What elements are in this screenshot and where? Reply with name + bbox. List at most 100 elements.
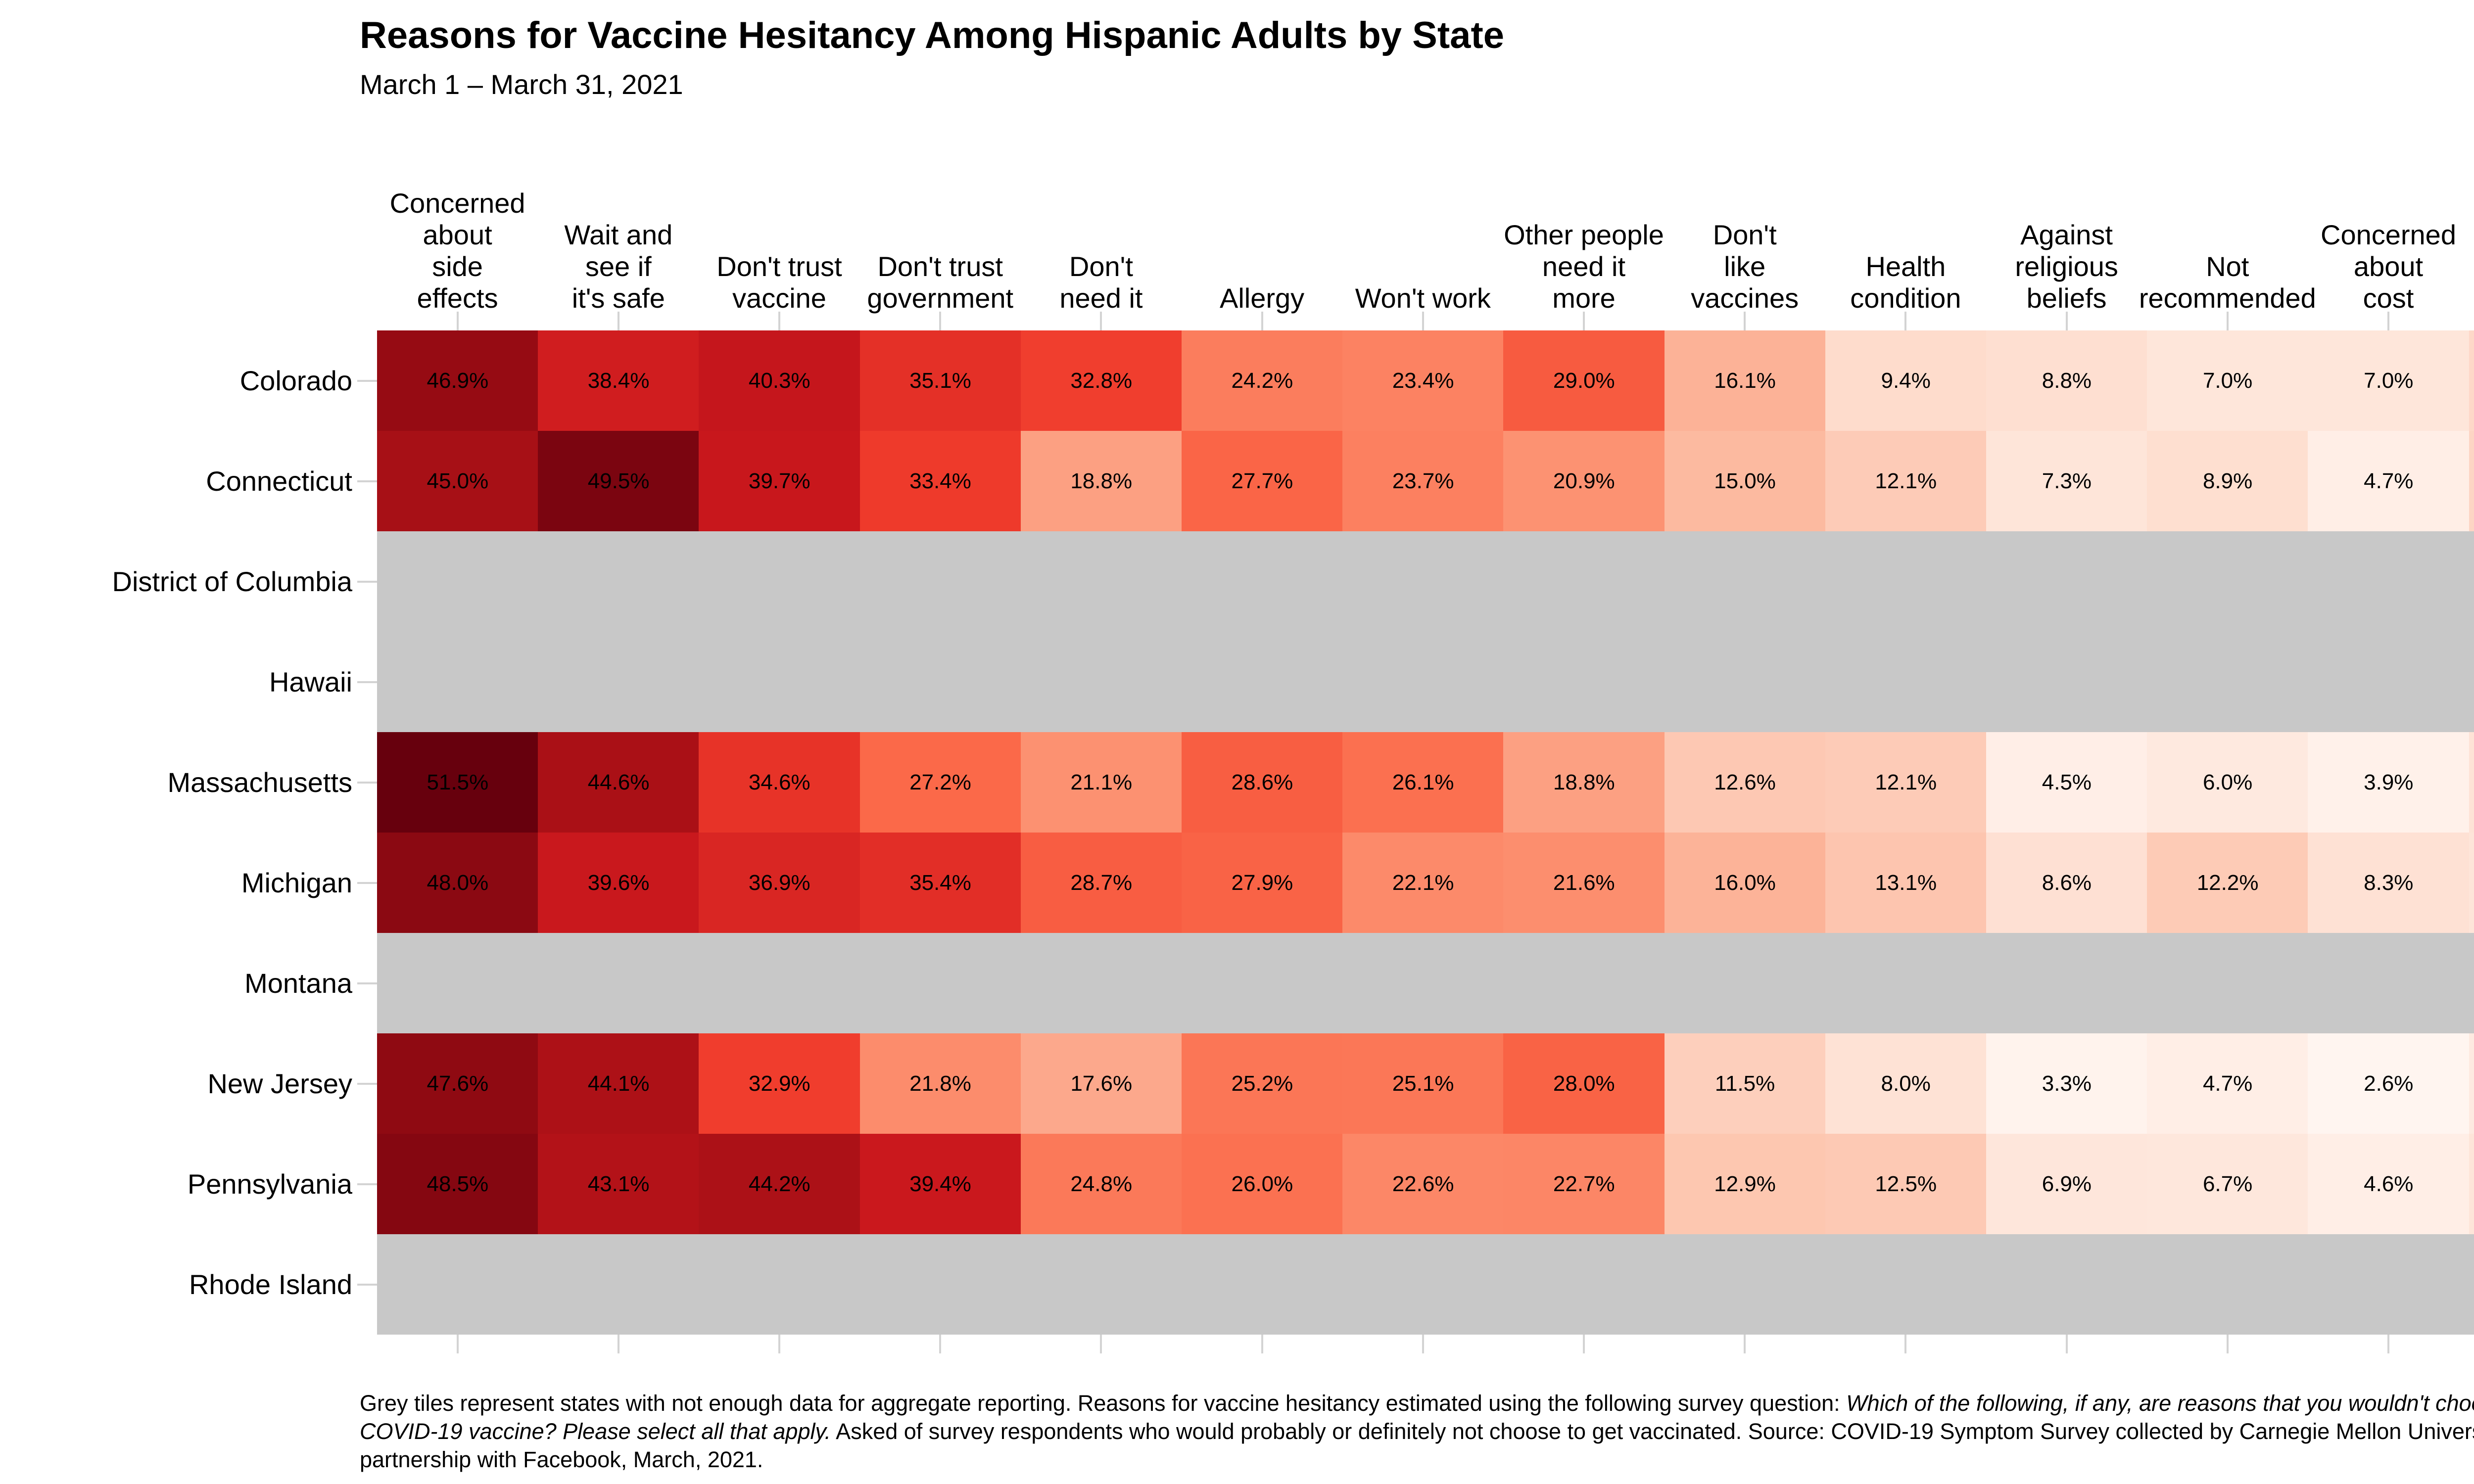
column-header: Concerned about cost xyxy=(2321,219,2456,314)
heatmap-cell: 18.8% xyxy=(1020,431,1182,531)
row-label: Hawaii xyxy=(269,666,352,697)
heatmap-cell: 44.6% xyxy=(538,732,699,833)
heatmap-cell: 8.6% xyxy=(1986,833,2147,933)
axis-tick-left xyxy=(357,1082,377,1085)
row-label: Rhode Island xyxy=(189,1269,352,1300)
axis-tick-bottom xyxy=(1261,1335,1263,1353)
heatmap-cell: 15.0% xyxy=(1664,431,1826,531)
axis-tick-bottom xyxy=(1100,1335,1102,1353)
heatmap-cell: 12.1% xyxy=(1825,431,1987,531)
axis-tick-top xyxy=(2065,312,2068,330)
axis-tick-left xyxy=(357,781,377,784)
heatmap-cell: 29.0% xyxy=(1503,330,1665,431)
axis-tick-top xyxy=(1583,312,1585,330)
column-header: Against religious beliefs xyxy=(2015,219,2118,314)
axis-tick-left xyxy=(357,681,377,683)
heatmap-cell: 7.0% xyxy=(2147,330,2308,431)
heatmap-cell: 40.3% xyxy=(699,330,860,431)
heatmap-cell: 23.7% xyxy=(1342,431,1504,531)
heatmap-cell: 28.6% xyxy=(1182,732,1343,833)
column-header: Don't like vaccines xyxy=(1691,219,1799,314)
heatmap-cell: 44.1% xyxy=(538,1033,699,1134)
column-header: Concerned about side effects xyxy=(389,187,525,314)
axis-tick-bottom xyxy=(2226,1335,2229,1353)
heatmap-cell: 8.3% xyxy=(2308,833,2470,933)
heatmap-cell: 17.6% xyxy=(1020,1033,1182,1134)
heatmap-cell: 7.8% xyxy=(2469,732,2474,833)
axis-tick-bottom xyxy=(1744,1335,1746,1353)
heatmap-cell: 51.5% xyxy=(377,732,538,833)
column-header: Don't trust government xyxy=(867,251,1014,314)
axis-tick-bottom xyxy=(939,1335,942,1353)
heatmap-cell: 20.9% xyxy=(1503,431,1665,531)
row-label: Massachusetts xyxy=(167,767,353,798)
heatmap-cell: 27.9% xyxy=(1182,833,1343,933)
heatmap-cell: 10.5% xyxy=(2469,431,2474,531)
heatmap-cell: 12.6% xyxy=(1664,732,1826,833)
heatmap-cell: 36.9% xyxy=(699,833,860,933)
missing-data-row xyxy=(377,531,2474,632)
heatmap-cell: 33.4% xyxy=(859,431,1021,531)
axis-tick-top xyxy=(939,312,942,330)
row-label: District of Columbia xyxy=(112,566,352,597)
heatmap-cell: 4.7% xyxy=(2147,1033,2308,1134)
axis-tick-left xyxy=(357,480,377,482)
column-header: Allergy xyxy=(1220,282,1305,314)
axis-tick-top xyxy=(1744,312,1746,330)
row-label: Connecticut xyxy=(206,465,352,497)
heatmap-cell: 6.7% xyxy=(2147,1134,2308,1234)
heatmap-cell: 26.1% xyxy=(1342,732,1504,833)
axis-tick-top xyxy=(778,312,780,330)
heatmap-cell: 12.9% xyxy=(1664,1134,1826,1234)
heatmap-cell: 7.0% xyxy=(2308,330,2470,431)
heatmap-cell: 28.7% xyxy=(1020,833,1182,933)
heatmap-cell: 12.1% xyxy=(1825,732,1987,833)
column-header: Won't work xyxy=(1355,282,1491,314)
missing-data-row xyxy=(377,933,2474,1033)
heatmap-cell: 24.8% xyxy=(1020,1134,1182,1234)
axis-tick-bottom xyxy=(2065,1335,2068,1353)
heatmap-cell: 48.0% xyxy=(377,833,538,933)
axis-tick-top xyxy=(1422,312,1424,330)
heatmap-cell: 25.1% xyxy=(1342,1033,1504,1134)
heatmap-cell: 8.8% xyxy=(1986,330,2147,431)
column-header: Other people need it more xyxy=(1504,219,1664,314)
heatmap-cell: 3.3% xyxy=(1986,1033,2147,1134)
heatmap-cell: 46.9% xyxy=(377,330,538,431)
axis-tick-top xyxy=(2226,312,2229,330)
page-title: Reasons for Vaccine Hesitancy Among Hisp… xyxy=(360,14,1505,56)
heatmap-cell: 22.6% xyxy=(1342,1134,1504,1234)
heatmap-cell: 32.9% xyxy=(699,1033,860,1134)
heatmap-cell: 39.6% xyxy=(538,833,699,933)
heatmap-cell: 21.8% xyxy=(859,1033,1021,1134)
heatmap-cell: 8.9% xyxy=(2147,431,2308,531)
row-label: Montana xyxy=(244,968,352,999)
axis-tick-left xyxy=(357,580,377,583)
axis-tick-left xyxy=(357,1283,377,1286)
heatmap-cell: 9.4% xyxy=(1825,330,1987,431)
row-label: Michigan xyxy=(241,867,352,898)
axis-tick-bottom xyxy=(617,1335,619,1353)
heatmap-cell: 49.5% xyxy=(538,431,699,531)
heatmap-cell: 38.4% xyxy=(538,330,699,431)
heatmap-cell: 35.1% xyxy=(859,330,1021,431)
axis-tick-bottom xyxy=(1422,1335,1424,1353)
axis-tick-top xyxy=(1904,312,1907,330)
heatmap-cell: 21.1% xyxy=(1020,732,1182,833)
axis-tick-bottom xyxy=(778,1335,780,1353)
column-header: Not recommended xyxy=(2139,251,2316,314)
axis-tick-left xyxy=(357,379,377,382)
heatmap-cell: 34.6% xyxy=(699,732,860,833)
axis-tick-top xyxy=(456,312,459,330)
footnote-text-1: Grey tiles represent states with not eno… xyxy=(360,1391,1847,1416)
axis-tick-bottom xyxy=(456,1335,459,1353)
heatmap-cell: 39.4% xyxy=(859,1134,1021,1234)
axis-tick-bottom xyxy=(1583,1335,1585,1353)
heatmap-cell: 12.2% xyxy=(2147,833,2308,933)
heatmap-cell: 26.0% xyxy=(1182,1134,1343,1234)
heatmap-cell: 25.2% xyxy=(1182,1033,1343,1134)
footnote-survey-question: Which of the following, if any, are reas… xyxy=(360,1391,2474,1444)
heatmap-cell: 44.2% xyxy=(699,1134,860,1234)
axis-tick-top xyxy=(617,312,619,330)
